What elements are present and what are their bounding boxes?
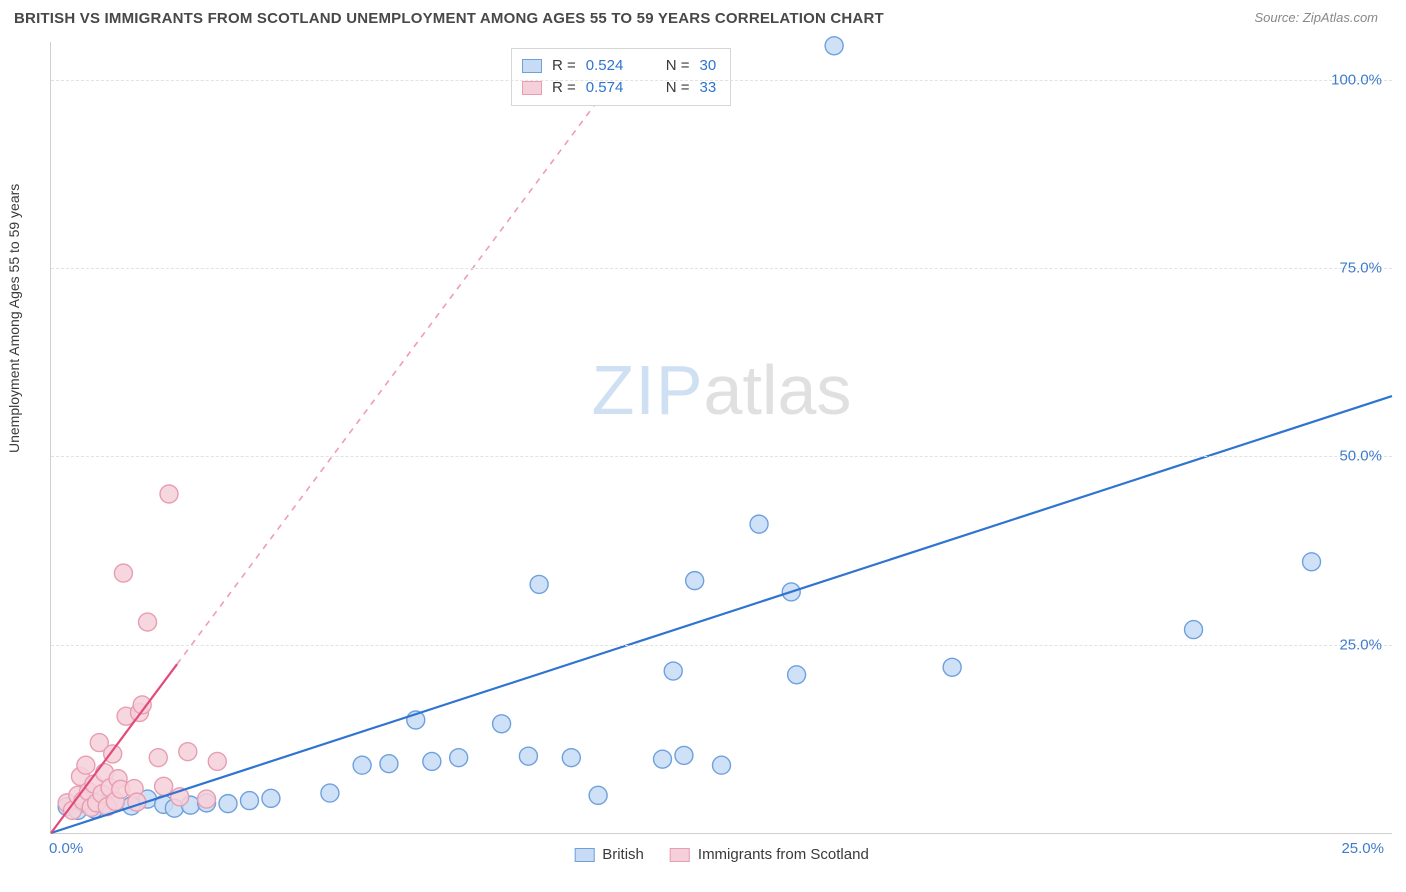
data-point [589,786,607,804]
data-point [240,792,258,810]
legend-swatch [574,848,594,862]
data-point [1303,553,1321,571]
data-point [450,749,468,767]
legend-label: British [602,846,644,863]
data-point [114,564,132,582]
y-axis-label: Unemployment Among Ages 55 to 59 years [6,184,22,453]
chart-container: Unemployment Among Ages 55 to 59 years Z… [14,42,1392,880]
data-point [219,795,237,813]
y-tick-label: 75.0% [1339,260,1382,277]
r-label: R = [552,55,576,77]
data-point [198,790,216,808]
legend-item: Immigrants from Scotland [670,846,869,863]
data-point [262,789,280,807]
series-legend: British Immigrants from Scotland [574,846,869,863]
n-value: 30 [700,55,717,77]
data-point [380,755,398,773]
data-point [139,613,157,631]
data-point [562,749,580,767]
legend-item: British [574,846,644,863]
x-tick-max: 25.0% [1341,840,1384,857]
data-point [519,747,537,765]
data-point [750,515,768,533]
data-point [160,485,178,503]
y-tick-label: 50.0% [1339,448,1382,465]
y-tick-label: 100.0% [1331,71,1382,88]
grid-line [51,456,1392,457]
x-tick-min: 0.0% [49,840,83,857]
data-point [1185,621,1203,639]
data-point [208,752,226,770]
data-point [493,715,511,733]
data-point [179,743,197,761]
plot-area: ZIPatlas R =0.524N =30R =0.574N =33 0.0%… [50,42,1392,834]
stats-legend-row: R = 0.524 N = 30 [522,55,716,77]
data-point [675,746,693,764]
data-point [664,662,682,680]
legend-label: Immigrants from Scotland [698,846,869,863]
source-label: Source: ZipAtlas.com [1254,10,1378,25]
data-point [149,749,167,767]
y-tick-label: 25.0% [1339,636,1382,653]
data-point [713,756,731,774]
data-point [825,37,843,55]
chart-title: BRITISH VS IMMIGRANTS FROM SCOTLAND UNEM… [14,10,884,27]
grid-line [51,80,1392,81]
data-point [788,666,806,684]
n-label: N = [666,55,690,77]
data-point [686,572,704,590]
data-point [155,777,173,795]
legend-swatch [670,848,690,862]
legend-swatch [522,59,542,73]
data-point [530,575,548,593]
data-point [321,784,339,802]
trend-line-extension [177,57,630,664]
data-point [423,752,441,770]
legend-swatch [522,81,542,95]
grid-line [51,268,1392,269]
data-point [653,750,671,768]
data-point [353,756,371,774]
stats-legend: R =0.524N =30R =0.574N =33 [511,48,731,106]
grid-line [51,645,1392,646]
data-point [943,658,961,676]
r-value: 0.524 [586,55,640,77]
data-point [77,756,95,774]
plot-svg [51,42,1392,833]
